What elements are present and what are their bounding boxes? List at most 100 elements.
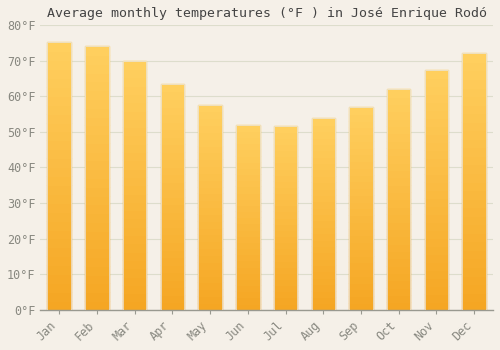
- Bar: [312, 265, 335, 272]
- Bar: [462, 156, 486, 164]
- Bar: [350, 283, 372, 289]
- Bar: [425, 286, 448, 294]
- Bar: [236, 174, 260, 180]
- Bar: [160, 197, 184, 204]
- Bar: [236, 285, 260, 291]
- Bar: [387, 222, 410, 229]
- Bar: [198, 214, 222, 221]
- Bar: [198, 241, 222, 248]
- Bar: [462, 275, 486, 284]
- Bar: [350, 303, 372, 310]
- Bar: [387, 236, 410, 244]
- Bar: [236, 291, 260, 298]
- Bar: [387, 295, 410, 302]
- Bar: [85, 143, 108, 152]
- Bar: [462, 139, 486, 147]
- Bar: [274, 230, 297, 236]
- Bar: [123, 119, 146, 127]
- Bar: [425, 198, 448, 206]
- Bar: [123, 202, 146, 210]
- Bar: [462, 224, 486, 233]
- Bar: [123, 293, 146, 301]
- Bar: [85, 72, 108, 82]
- Bar: [312, 157, 335, 163]
- Bar: [387, 266, 410, 273]
- Bar: [160, 167, 184, 174]
- Bar: [198, 111, 222, 118]
- Bar: [274, 181, 297, 187]
- Bar: [198, 153, 222, 159]
- Bar: [462, 258, 486, 267]
- Bar: [160, 242, 184, 250]
- Bar: [425, 270, 448, 278]
- Bar: [274, 150, 297, 156]
- Bar: [462, 173, 486, 182]
- Bar: [48, 42, 71, 310]
- Bar: [48, 114, 71, 122]
- Bar: [198, 221, 222, 228]
- Bar: [462, 190, 486, 199]
- Bar: [425, 222, 448, 230]
- Bar: [236, 236, 260, 242]
- Bar: [85, 64, 108, 72]
- Bar: [387, 141, 410, 148]
- Bar: [462, 284, 486, 293]
- Bar: [462, 53, 486, 62]
- Bar: [85, 292, 108, 301]
- Bar: [425, 110, 448, 118]
- Bar: [312, 220, 335, 227]
- Bar: [312, 214, 335, 220]
- Bar: [462, 105, 486, 113]
- Bar: [123, 185, 146, 194]
- Bar: [387, 229, 410, 236]
- Bar: [350, 107, 372, 310]
- Bar: [123, 227, 146, 235]
- Bar: [123, 235, 146, 243]
- Bar: [312, 201, 335, 208]
- Bar: [274, 248, 297, 254]
- Bar: [123, 252, 146, 260]
- Bar: [123, 276, 146, 285]
- Bar: [387, 170, 410, 177]
- Bar: [123, 61, 146, 310]
- Bar: [274, 156, 297, 162]
- Bar: [48, 176, 71, 185]
- Bar: [160, 280, 184, 287]
- Bar: [350, 296, 372, 303]
- Bar: [160, 174, 184, 182]
- Bar: [425, 174, 448, 182]
- Bar: [387, 148, 410, 155]
- Bar: [123, 177, 146, 185]
- Bar: [85, 275, 108, 284]
- Bar: [312, 259, 335, 265]
- Bar: [425, 230, 448, 238]
- Bar: [274, 168, 297, 175]
- Bar: [160, 302, 184, 310]
- Bar: [274, 303, 297, 310]
- Bar: [198, 194, 222, 200]
- Bar: [48, 149, 71, 158]
- Bar: [85, 117, 108, 125]
- Bar: [350, 208, 372, 215]
- Bar: [236, 303, 260, 310]
- Bar: [48, 292, 71, 301]
- Bar: [48, 256, 71, 265]
- Bar: [85, 213, 108, 222]
- Bar: [236, 217, 260, 223]
- Bar: [387, 126, 410, 133]
- Bar: [387, 119, 410, 126]
- Bar: [312, 150, 335, 157]
- Bar: [160, 136, 184, 144]
- Bar: [462, 130, 486, 139]
- Bar: [160, 189, 184, 197]
- Bar: [48, 301, 71, 310]
- Title: Average monthly temperatures (°F ) in José Enrique Rodó: Average monthly temperatures (°F ) in Jo…: [46, 7, 486, 20]
- Bar: [425, 78, 448, 86]
- Bar: [160, 295, 184, 302]
- Bar: [85, 266, 108, 275]
- Bar: [274, 187, 297, 193]
- Bar: [312, 297, 335, 303]
- Bar: [274, 254, 297, 261]
- Bar: [160, 106, 184, 114]
- Bar: [274, 199, 297, 205]
